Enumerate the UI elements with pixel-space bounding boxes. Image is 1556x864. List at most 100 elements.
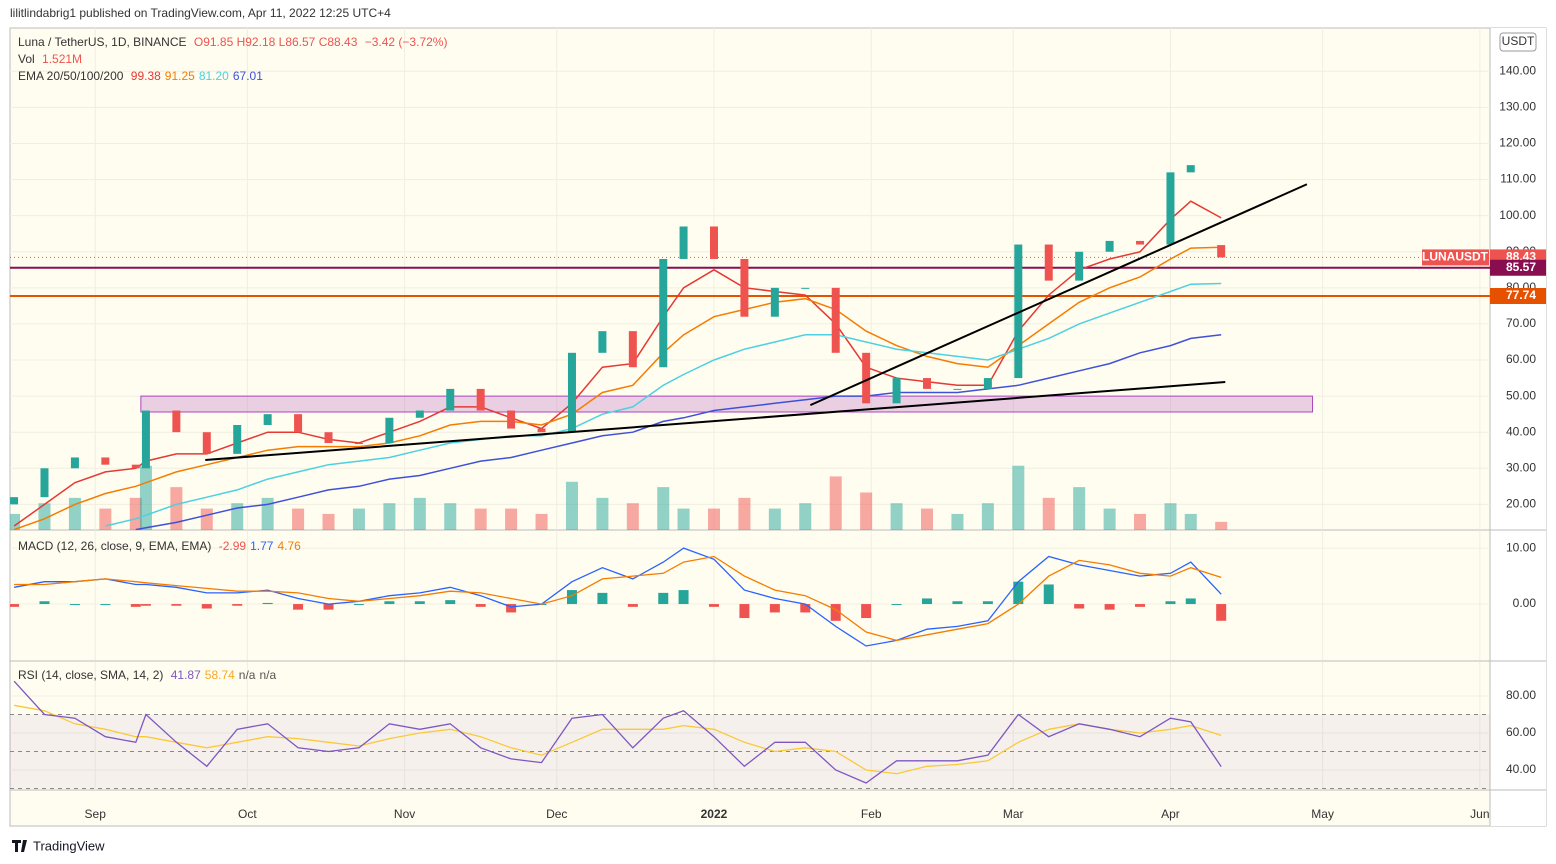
y-tick-label: 60.00	[1506, 725, 1536, 739]
x-tick-label: May	[1311, 807, 1334, 821]
candle	[263, 414, 272, 425]
volume-bar	[261, 497, 274, 530]
volume-bar	[626, 503, 639, 530]
macd-histogram-bar	[262, 602, 273, 605]
macd-histogram-bar	[1013, 581, 1024, 605]
ema-line	[13, 246, 1222, 530]
ema-line	[13, 200, 1222, 527]
macd-histogram-bar	[627, 604, 638, 607]
symbol: Luna / TetherUS, 1D, BINANCE	[18, 35, 187, 49]
ohlc: O91.85	[193, 35, 234, 49]
volume-bar	[951, 513, 964, 530]
macd-value: -2.99	[218, 539, 247, 553]
candle	[709, 226, 718, 259]
candle	[10, 497, 19, 505]
macd-histogram-bar	[658, 592, 669, 605]
volume-bar	[292, 508, 305, 530]
candle	[1014, 244, 1023, 379]
volume-bar	[322, 513, 335, 530]
price-label-bg	[1490, 287, 1546, 304]
macd-histogram-bar	[171, 604, 182, 606]
volume-bar	[657, 487, 670, 530]
ema-line	[105, 282, 1222, 527]
macd-line	[13, 547, 1222, 647]
x-tick-label: Oct	[238, 807, 257, 821]
price-axis-bg	[1490, 28, 1546, 826]
volume-bar	[1134, 513, 1147, 530]
candle	[101, 457, 110, 465]
price-tag-bg	[1422, 249, 1489, 266]
volume-bar	[444, 503, 457, 530]
candle	[1105, 240, 1114, 252]
macd-histogram-bar	[566, 590, 577, 605]
candle	[507, 410, 516, 429]
macd-histogram-bar	[10, 604, 20, 607]
volume-bar	[829, 476, 842, 530]
candle	[598, 331, 607, 353]
y-tick-label: 20.00	[1506, 497, 1536, 511]
candle	[354, 443, 363, 445]
y-tick-label: 120.00	[1499, 136, 1536, 150]
volume-bar	[129, 497, 142, 530]
macd-histogram-bar	[100, 604, 111, 606]
macd-histogram-bar	[922, 598, 933, 605]
macd-histogram-bar	[739, 604, 750, 619]
macd-histogram-bar	[1043, 584, 1054, 605]
candle	[294, 414, 303, 433]
macd-histogram-bar	[800, 604, 811, 613]
currency-label[interactable]: USDT	[1502, 34, 1535, 48]
ema-value: 91.25	[164, 69, 195, 83]
volume-bar	[890, 503, 903, 530]
macd-histogram-bar	[475, 604, 486, 607]
rsi-value: n/a	[259, 668, 277, 682]
candle	[446, 388, 455, 411]
volume-bar	[738, 497, 751, 530]
pane	[10, 531, 1490, 660]
ema-value: 99.38	[130, 69, 161, 83]
candle	[801, 287, 810, 289]
y-tick-label: 130.00	[1499, 100, 1536, 114]
legend-row: MACD (12, 26, close, 9, EMA, EMA) -2.99 1…	[18, 539, 305, 553]
x-tick-label: Nov	[394, 807, 415, 821]
macd-histogram-bar	[1104, 604, 1115, 610]
macd-histogram-bar	[414, 601, 425, 605]
currency-button[interactable]	[1499, 32, 1537, 52]
legend-row: EMA 20/50/100/200 99.38 91.25 81.20 67.01	[18, 69, 267, 83]
macd-histogram-bar	[830, 604, 841, 621]
ema-value: 67.01	[232, 69, 263, 83]
volume-bar	[1103, 508, 1116, 530]
chart-frame	[9, 27, 1547, 827]
candle	[1075, 251, 1084, 281]
volume-bar	[231, 503, 244, 530]
macd-value: 1.77	[250, 539, 274, 553]
volume-bar	[1215, 521, 1228, 530]
macd-histogram-bar	[982, 601, 993, 605]
ema-line	[135, 333, 1222, 530]
candle	[233, 424, 242, 454]
price-tag: LUNAUSDT	[1422, 250, 1489, 264]
macd-histogram-bar	[506, 604, 517, 613]
trendline	[809, 183, 1308, 407]
price-label-bg	[1490, 259, 1546, 276]
candle	[141, 410, 150, 469]
y-tick-label: 80.00	[1506, 688, 1536, 702]
legend-row: Vol 1.521M	[18, 52, 86, 66]
volume-bar	[99, 508, 112, 530]
rsi-sma-line	[13, 704, 1222, 775]
candle	[1044, 244, 1053, 281]
volume-bar	[10, 513, 21, 530]
ema-label: EMA 20/50/100/200	[18, 69, 124, 83]
legend-row: RSI (14, close, SMA, 14, 2) 41.87 58.74 n/…	[18, 668, 280, 682]
publisher: lilitlindabrig1 published on TradingView…	[10, 6, 391, 20]
macd-histogram-bar	[1216, 604, 1227, 621]
candle	[628, 331, 637, 368]
ohlc: C88.43	[318, 35, 358, 49]
candle	[1217, 245, 1226, 258]
x-tick-label: Feb	[861, 807, 882, 821]
macd-value: 4.76	[277, 539, 301, 553]
macd-histogram-bar	[861, 604, 872, 619]
y-tick-label: 50.00	[1506, 388, 1536, 402]
y-tick-label: 60.00	[1506, 352, 1536, 366]
volume-bar	[170, 487, 183, 530]
